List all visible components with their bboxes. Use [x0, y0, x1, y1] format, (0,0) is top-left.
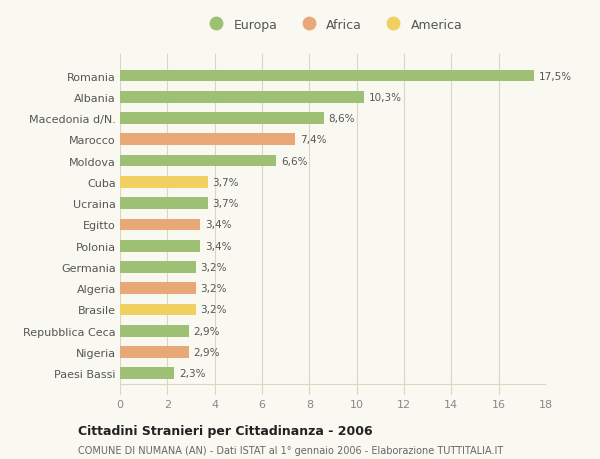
Text: 10,3%: 10,3% [368, 93, 401, 102]
Bar [120, 347, 188, 358]
Text: 6,6%: 6,6% [281, 156, 307, 166]
Bar [120, 241, 200, 252]
Text: 2,3%: 2,3% [179, 369, 206, 379]
Text: COMUNE DI NUMANA (AN) - Dati ISTAT al 1° gennaio 2006 - Elaborazione TUTTITALIA.: COMUNE DI NUMANA (AN) - Dati ISTAT al 1°… [78, 445, 503, 455]
Text: 8,6%: 8,6% [328, 114, 355, 124]
Bar [120, 198, 208, 209]
Text: 2,9%: 2,9% [193, 347, 220, 357]
Legend: Europa, Africa, America: Europa, Africa, America [199, 14, 467, 37]
Text: 3,2%: 3,2% [200, 305, 227, 315]
Text: 3,4%: 3,4% [205, 220, 232, 230]
Text: 17,5%: 17,5% [539, 71, 572, 81]
Bar [120, 368, 175, 379]
Bar [120, 134, 295, 146]
Text: 3,4%: 3,4% [205, 241, 232, 251]
Text: 3,2%: 3,2% [200, 284, 227, 294]
Bar [120, 92, 364, 103]
Text: 7,4%: 7,4% [300, 135, 326, 145]
Text: 3,7%: 3,7% [212, 178, 239, 187]
Bar [120, 177, 208, 188]
Bar [120, 219, 200, 231]
Text: 3,7%: 3,7% [212, 199, 239, 209]
Bar [120, 304, 196, 316]
Bar [120, 156, 276, 167]
Bar [120, 325, 188, 337]
Bar [120, 113, 323, 125]
Text: Cittadini Stranieri per Cittadinanza - 2006: Cittadini Stranieri per Cittadinanza - 2… [78, 425, 373, 437]
Bar [120, 262, 196, 273]
Bar [120, 283, 196, 294]
Text: 2,9%: 2,9% [193, 326, 220, 336]
Bar [120, 71, 534, 82]
Text: 3,2%: 3,2% [200, 263, 227, 272]
